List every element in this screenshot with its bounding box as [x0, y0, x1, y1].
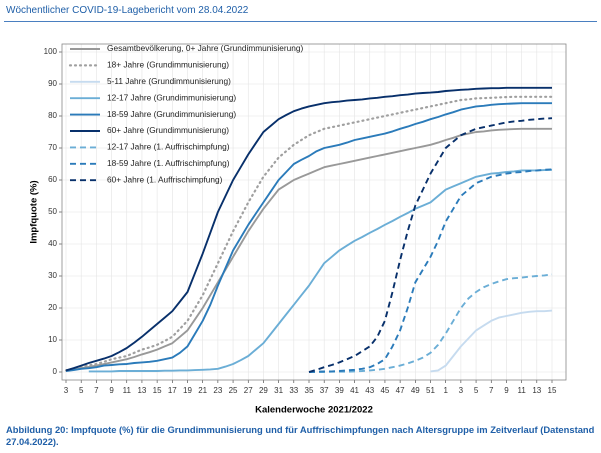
- x-tick-label: 29: [259, 386, 268, 395]
- y-tick-label: 20: [48, 303, 57, 312]
- series-line: [308, 117, 553, 373]
- y-tick-label: 90: [48, 79, 57, 88]
- x-tick-label: 37: [320, 386, 329, 395]
- x-tick-label: 15: [548, 386, 557, 395]
- x-tick-label: 15: [153, 386, 162, 395]
- x-tick-label: 9: [504, 386, 509, 395]
- x-tick-label: 19: [183, 386, 192, 395]
- legend-label: 60+ Jahre (Grundimmunisierung): [107, 125, 229, 135]
- legend-label: 60+ Jahre (1. Auffrischimpfung): [107, 174, 223, 184]
- chart: Kalenderwoche 2021/2022 Impfquote (%) 0 1…: [29, 43, 567, 416]
- x-tick-label: 33: [289, 386, 298, 395]
- figure-caption: Abbildung 20: Impfquote (%) für die Grun…: [6, 424, 595, 447]
- legend-label: 18+ Jahre (Grundimmunisierung): [107, 60, 229, 70]
- x-tick-label: 5: [474, 386, 479, 395]
- legend-label: Gesamtbevölkerung, 0+ Jahre (Grundimmuni…: [107, 43, 303, 53]
- x-tick-label: 11: [123, 386, 132, 395]
- series-line: [430, 309, 553, 373]
- panel-border: [61, 43, 567, 381]
- x-tick-label: 51: [426, 386, 435, 395]
- x-tick-label: 31: [274, 386, 283, 395]
- y-tick-label: 80: [48, 111, 57, 120]
- series-line: [309, 273, 553, 373]
- legend-label: 12-17 Jahre (1. Auffrischimpfung): [107, 142, 230, 152]
- x-tick-label: 41: [350, 386, 359, 395]
- x-tick-label: 13: [137, 386, 146, 395]
- x-tick-label: 3: [64, 386, 69, 395]
- legend-label: 18-59 Jahre (1. Auffrischimpfung): [107, 158, 230, 168]
- x-tick-label: 35: [305, 386, 314, 395]
- y-tick-label: 30: [48, 271, 57, 280]
- x-tick-label: 3: [459, 386, 464, 395]
- x-tick-label: 25: [229, 386, 238, 395]
- y-tick-label: 100: [44, 47, 58, 56]
- x-tick-label: 17: [168, 386, 177, 395]
- x-tick-label: 9: [109, 386, 114, 395]
- series-line: [65, 86, 552, 372]
- series-line: [308, 168, 553, 373]
- x-tick-label: 45: [380, 386, 389, 395]
- y-tick-label: 40: [48, 239, 57, 248]
- legend-label: 12-17 Jahre (Grundimmunisierung): [107, 92, 236, 102]
- legend-label: 5-11 Jahre (Grundimmunisierung): [107, 76, 231, 86]
- x-tick-label: 5: [79, 386, 84, 395]
- y-tick-label: 60: [48, 175, 57, 184]
- x-axis-title: Kalenderwoche 2021/2022: [255, 405, 373, 416]
- report-header: Wöchentlicher COVID-19-Lagebericht vom 2…: [6, 5, 249, 16]
- y-axis-title: Impfquote (%): [29, 180, 40, 243]
- x-tick-label: 47: [396, 386, 405, 395]
- series-line: [65, 102, 552, 372]
- y-tick-label: 50: [48, 207, 57, 216]
- x-tick-label: 43: [365, 386, 374, 395]
- series-line: [65, 127, 552, 372]
- x-tick-label: 1: [443, 386, 448, 395]
- legend-label: 18-59 Jahre (Grundimmunisierung): [107, 109, 236, 119]
- x-tick-label: 7: [489, 386, 494, 395]
- y-tick-label: 70: [48, 143, 57, 152]
- x-tick-label: 49: [411, 386, 420, 395]
- series-line: [64, 95, 554, 372]
- y-tick-label: 0: [53, 367, 58, 376]
- x-tick-label: 11: [517, 386, 526, 395]
- x-tick-label: 27: [244, 386, 253, 395]
- y-tick-label: 10: [48, 335, 57, 344]
- header-rule: [4, 21, 597, 22]
- series-line: [88, 168, 553, 373]
- x-tick-label: 23: [213, 386, 222, 395]
- x-tick-label: 7: [94, 386, 99, 395]
- x-tick-label: 39: [335, 386, 344, 395]
- x-tick-label: 21: [198, 386, 207, 395]
- x-tick-label: 13: [532, 386, 541, 395]
